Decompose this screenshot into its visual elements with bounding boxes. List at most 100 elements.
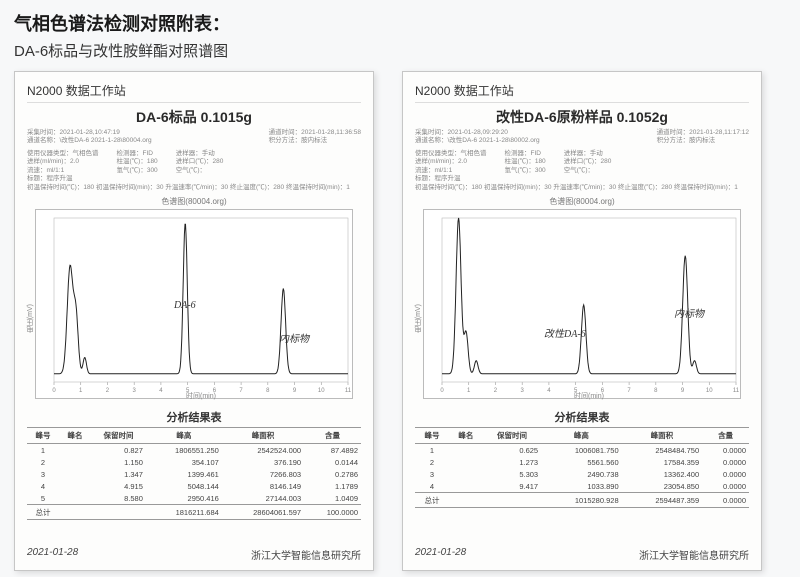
left-meta-bottom: 标题：程序升温 初温保持时间(℃)：180 初温保持时间(min)：30 升温速… (27, 175, 361, 192)
svg-text:9: 9 (293, 388, 297, 394)
table-cell: 17584.359 (622, 456, 703, 468)
left-ylabel: 电压(mV) (26, 304, 36, 333)
svg-text:11: 11 (345, 388, 352, 394)
right-table-header: 峰号峰名保留时间峰高峰面积含量 (415, 428, 749, 444)
col-header: 峰号 (27, 428, 59, 444)
table-cell: 4.915 (91, 480, 146, 492)
col-header: 峰高 (146, 428, 222, 444)
svg-text:4: 4 (159, 388, 163, 394)
col-header: 含量 (304, 428, 361, 444)
table-cell: 2542524.000 (222, 444, 304, 457)
table-cell: 1399.461 (146, 468, 222, 480)
table-cell: 9.417 (483, 480, 541, 493)
col-header: 峰面积 (622, 428, 703, 444)
table-cell: 5561.560 (541, 456, 622, 468)
table-cell: 2594487.359 (622, 493, 703, 508)
table-cell (59, 456, 91, 468)
right-chart-title: 改性DA-6原粉样品 0.1052g (415, 107, 749, 127)
table-cell (59, 505, 91, 520)
table-cell (59, 480, 91, 492)
col-header: 峰名 (449, 428, 483, 444)
right-chart: 电压(mV) 01234567891011时间(min)改性DA-6内标物 (423, 209, 741, 399)
table-cell: 2548484.750 (622, 444, 703, 457)
table-cell (449, 480, 483, 493)
right-chart-caption: 色谱图(80004.org) (415, 196, 749, 207)
right-meta-right: 通道时间：2021-01-28,11:17:12 积分方法：胺内标法 (657, 129, 749, 146)
workstation-header: N2000 数据工作站 (27, 82, 361, 103)
svg-text:2: 2 (494, 388, 498, 394)
panels-row: N2000 数据工作站 DA-6标品 0.1015g 采集时间：2021-01-… (14, 71, 786, 571)
right-footer-date: 2021-01-28 (415, 547, 466, 562)
table-cell: 0.827 (91, 444, 146, 457)
right-meta-top: 采集时间：2021-01-28,09:29:20 通道名称：\改性DA-6 20… (415, 129, 540, 146)
table-cell: 376.190 (222, 456, 304, 468)
table-cell: 0.0000 (702, 444, 749, 457)
table-cell: 8.580 (91, 492, 146, 505)
table-cell: 0.0000 (702, 493, 749, 508)
left-footer: 2021-01-28 浙江大学智能信息研究所 (27, 547, 361, 562)
left-chart: 电压(mV) 01234567891011时间(min)DA-6内标物 (35, 209, 353, 399)
table-cell (59, 468, 91, 480)
table-cell: 1033.890 (541, 480, 622, 493)
meta-col: 使用仪器类型：气相色谱 进样(ml/min)：2.0 流速：ml/1:1 (415, 150, 487, 175)
svg-text:10: 10 (318, 388, 325, 394)
table-row: 31.3471399.4617266.8030.2786 (27, 468, 361, 480)
page-subtitle: DA-6标品与改性胺鲜酯对照谱图 (14, 40, 786, 61)
col-header: 峰高 (541, 428, 622, 444)
peak-label: DA-6 (174, 300, 196, 311)
table-cell: 0.0000 (702, 468, 749, 480)
table-cell: 3 (415, 468, 449, 480)
table-cell: 7266.803 (222, 468, 304, 480)
meta-col: 检测器：FID 柱温(℃)：180 氢气(℃)：300 (505, 150, 546, 175)
table-cell: 1.0409 (304, 492, 361, 505)
table-cell: 0.2786 (304, 468, 361, 480)
svg-text:3: 3 (133, 388, 137, 394)
table-cell: 总计 (415, 493, 449, 508)
svg-text:1: 1 (79, 388, 83, 394)
table-cell: 28604061.597 (222, 505, 304, 520)
panel-right: N2000 数据工作站 改性DA-6原粉样品 0.1052g 采集时间：2021… (402, 71, 762, 571)
table-row: 10.6251006081.7502548484.7500.0000 (415, 444, 749, 457)
left-meta-top: 采集时间：2021-01-28,10:47:19 通道名称：\改性DA-6 20… (27, 129, 152, 146)
svg-text:8: 8 (266, 388, 270, 394)
table-cell: 1 (27, 444, 59, 457)
table-row: 35.3032490.73813362.4000.0000 (415, 468, 749, 480)
workstation-header: N2000 数据工作站 (415, 82, 749, 103)
right-table-title: 分析结果表 (415, 409, 749, 425)
left-chart-title: DA-6标品 0.1015g (27, 107, 361, 127)
table-cell: 3 (27, 468, 59, 480)
table-cell: 1.1789 (304, 480, 361, 492)
table-row: 49.4171033.89023054.8500.0000 (415, 480, 749, 493)
table-cell: 8146.149 (222, 480, 304, 492)
table-row: 1 0.8271806551.2502542524.00087.4892 (27, 444, 361, 457)
col-header: 峰号 (415, 428, 449, 444)
meta-col: 检测器：FID 柱温(℃)：180 氢气(℃)：300 (117, 150, 158, 175)
left-meta-cols: 使用仪器类型：气相色谱 进样(ml/min)：2.0 流速：ml/1:1检测器：… (27, 150, 361, 175)
table-cell (449, 456, 483, 468)
panel-left: N2000 数据工作站 DA-6标品 0.1015g 采集时间：2021-01-… (14, 71, 374, 571)
col-header: 保留时间 (91, 428, 146, 444)
table-cell: 0.0144 (304, 456, 361, 468)
table-cell: 1806551.250 (146, 444, 222, 457)
left-table-body: 1 0.8271806551.2502542524.00087.4892 2 1.15… (27, 444, 361, 520)
svg-text:2: 2 (106, 388, 110, 394)
page-title: 气相色谱法检测对照附表： (14, 10, 786, 36)
table-cell (449, 468, 483, 480)
table-cell: 87.4892 (304, 444, 361, 457)
svg-text:0: 0 (52, 388, 56, 394)
table-cell: 1816211.684 (146, 505, 222, 520)
table-cell: 2 (27, 456, 59, 468)
left-footer-date: 2021-01-28 (27, 547, 78, 562)
table-cell: 1.150 (91, 456, 146, 468)
table-cell: 4 (415, 480, 449, 493)
table-cell: 5.303 (483, 468, 541, 480)
table-cell: 1015280.928 (541, 493, 622, 508)
table-row: 58.5802950.41627144.0031.0409 (27, 492, 361, 505)
svg-text:时间(min): 时间(min) (186, 391, 216, 400)
table-cell: 1 (415, 444, 449, 457)
right-meta-cols: 使用仪器类型：气相色谱 进样(ml/min)：2.0 流速：ml/1:1 检测器：… (415, 150, 749, 175)
right-results-table: 峰号峰名保留时间峰高峰面积含量 10.6251006081.7502548484… (415, 427, 749, 508)
left-chart-caption: 色谱图(80004.org) (27, 196, 361, 207)
table-cell: 23054.850 (622, 480, 703, 493)
left-table-header: 峰号峰名保留时间峰高峰面积含量 (27, 428, 361, 444)
